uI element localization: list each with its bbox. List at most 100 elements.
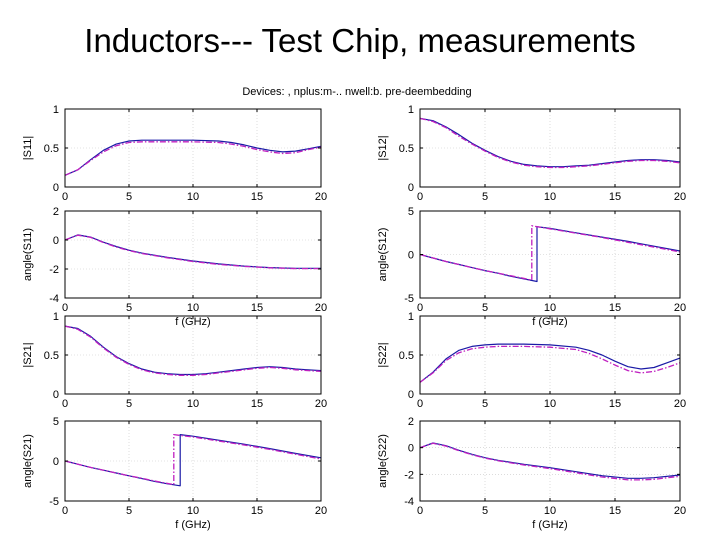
y-axis-label: angle(S22) [377, 434, 389, 488]
y-axis-label: |S11| [22, 136, 34, 160]
model-series-line [64, 234, 321, 270]
x-tick-label: 20 [674, 302, 686, 314]
y-tick-label: 0 [408, 389, 414, 401]
x-tick-label: 0 [417, 191, 423, 203]
x-tick-label: 20 [315, 398, 327, 410]
plot-s22_ang: 0 5 10 15 20 -4 -2 0 2 angle(S22) f (GHz) [377, 416, 686, 531]
x-tick-label: 20 [315, 302, 327, 314]
y-tick-label: 2 [408, 416, 414, 428]
axes-frame [64, 210, 322, 299]
y-axis-label: angle(S12) [377, 228, 389, 282]
y-tick-label: 1 [408, 311, 414, 323]
y-tick-label: -4 [404, 496, 414, 508]
y-tick-label: 2 [53, 206, 59, 218]
x-tick-label: 20 [315, 191, 327, 203]
y-tick-label: 5 [53, 416, 59, 428]
x-tick-label: 10 [187, 398, 199, 410]
plot-s22_mag: 0 5 10 15 20 0 0.5 1 |S22| [377, 311, 686, 410]
y-tick-label: -4 [49, 293, 59, 305]
x-tick-label: 0 [62, 191, 68, 203]
x-tick-label: 0 [62, 302, 68, 314]
y-axis-label: |S22| [377, 342, 389, 367]
y-tick-label: 0.5 [44, 350, 59, 362]
x-tick-label: 5 [126, 398, 132, 410]
y-tick-label: -2 [404, 469, 414, 481]
measured-series-line [419, 226, 681, 283]
x-tick-label: 10 [544, 398, 556, 410]
y-tick-label: -5 [404, 293, 414, 305]
y-tick-label: 0 [53, 389, 59, 401]
y-tick-label: -5 [49, 496, 59, 508]
x-tick-label: 15 [609, 302, 621, 314]
x-tick-label: 0 [417, 302, 423, 314]
x-tick-label: 20 [674, 505, 686, 517]
y-axis-label: |S21| [22, 342, 34, 367]
y-tick-label: 0 [53, 235, 59, 247]
x-tick-label: 5 [482, 302, 488, 314]
x-tick-label: 15 [251, 398, 263, 410]
x-tick-label: 0 [417, 398, 423, 410]
slide-title: Inductors--- Test Chip, measurements [84, 22, 636, 59]
x-tick-label: 0 [417, 505, 423, 517]
x-tick-label: 15 [609, 398, 621, 410]
measured-series-line [64, 139, 322, 176]
plot-s12_mag: 0 5 10 15 20 0 0.5 1 |S12| [377, 104, 686, 203]
x-tick-label: 15 [251, 191, 263, 203]
x-tick-label: 5 [126, 191, 132, 203]
x-tick-label: 10 [544, 191, 556, 203]
measured-series-line [419, 117, 681, 168]
y-tick-label: 1 [408, 104, 414, 116]
x-tick-label: 10 [544, 302, 556, 314]
x-tick-label: 0 [62, 505, 68, 517]
y-tick-label: 1 [53, 311, 59, 323]
y-tick-label: 0 [408, 182, 414, 194]
x-tick-label: 10 [544, 505, 556, 517]
x-axis-label: f (GHz) [175, 519, 210, 531]
model-series-line [64, 433, 322, 486]
y-tick-label: 1 [53, 104, 59, 116]
x-tick-label: 20 [315, 505, 327, 517]
y-axis-label: angle(S21) [22, 434, 34, 488]
y-tick-label: 0 [408, 250, 414, 262]
y-axis-label: |S12| [377, 135, 389, 160]
x-tick-label: 5 [126, 302, 132, 314]
y-tick-label: 0.5 [399, 143, 414, 155]
y-tick-label: 0.5 [399, 350, 414, 362]
x-tick-label: 10 [187, 302, 199, 314]
x-tick-label: 10 [187, 505, 199, 517]
x-axis-label: f (GHz) [532, 519, 567, 531]
y-tick-label: 0 [53, 456, 59, 468]
plot-s21_mag: 0 5 10 15 20 0 0.5 1 |S21| [22, 311, 327, 410]
y-tick-label: -2 [49, 264, 59, 276]
measured-series-line [419, 343, 681, 383]
y-tick-label: 5 [408, 206, 414, 218]
x-tick-label: 15 [609, 505, 621, 517]
plot-s11_mag: 0 5 10 15 20 0 0.5 1 |S11| [22, 104, 327, 203]
model-series-line [419, 225, 681, 281]
x-tick-label: 5 [126, 505, 132, 517]
model-series-line [419, 442, 681, 481]
y-axis-label: angle(S11) [22, 228, 34, 281]
model-series-line [64, 325, 322, 376]
figure-title: Devices: , nplus:m-.. nwell:b. pre-deemb… [242, 86, 471, 98]
y-tick-label: 0 [53, 182, 59, 194]
x-tick-label: 20 [674, 191, 686, 203]
y-tick-label: 0.5 [44, 143, 59, 155]
x-tick-label: 5 [482, 191, 488, 203]
x-tick-label: 15 [251, 302, 263, 314]
x-tick-label: 15 [609, 191, 621, 203]
model-series-line [419, 345, 681, 383]
x-tick-label: 5 [482, 505, 488, 517]
measured-series-line [64, 234, 321, 269]
x-tick-label: 0 [62, 398, 68, 410]
x-tick-label: 5 [482, 398, 488, 410]
model-series-line [64, 141, 322, 176]
x-tick-label: 20 [674, 398, 686, 410]
x-tick-label: 15 [251, 505, 263, 517]
model-series-line [419, 117, 681, 169]
y-tick-label: 0 [408, 443, 414, 455]
